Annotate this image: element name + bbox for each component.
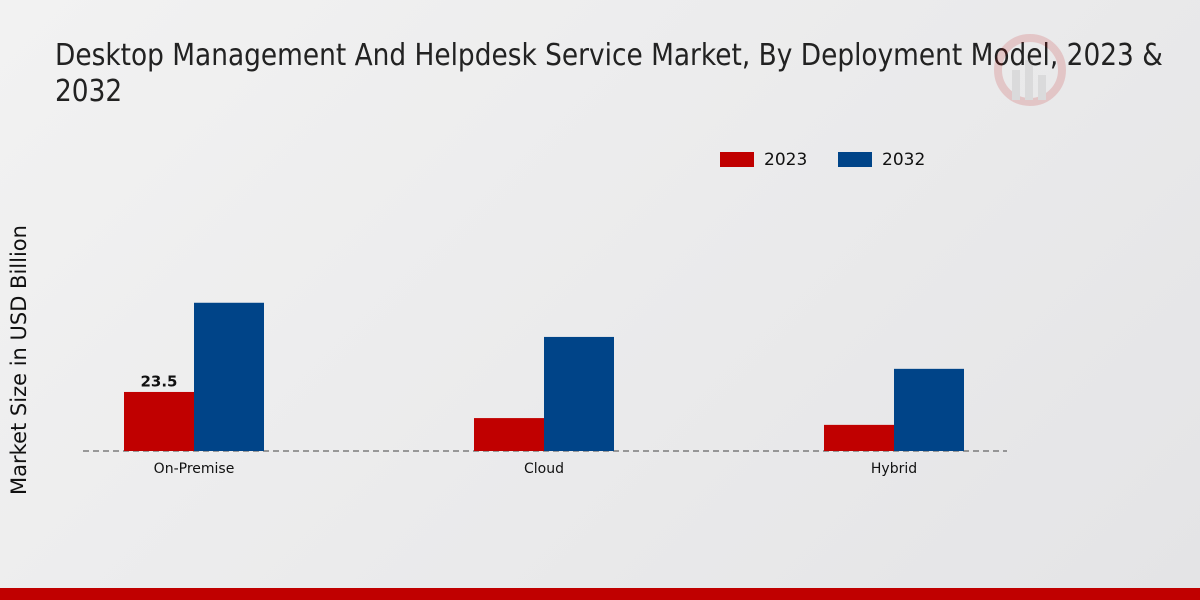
bar bbox=[124, 391, 194, 451]
data-label: 23.5 bbox=[140, 372, 177, 390]
bar bbox=[194, 302, 264, 451]
x-tick-label: Hybrid bbox=[871, 461, 917, 477]
logo bbox=[994, 34, 1066, 106]
bar bbox=[474, 418, 544, 451]
chart-title: Desktop Management And Helpdesk Service … bbox=[55, 38, 1163, 109]
y-axis-label: Market Size in USD Billion bbox=[7, 225, 31, 495]
x-tick-label: On-Premise bbox=[154, 461, 235, 477]
legend-swatch bbox=[838, 152, 872, 167]
bar bbox=[544, 336, 614, 451]
footer-bar bbox=[0, 588, 1200, 600]
x-tick-label: Cloud bbox=[524, 461, 564, 477]
legend-label: 2032 bbox=[882, 150, 925, 170]
bar bbox=[824, 424, 894, 451]
legend-swatch bbox=[720, 152, 754, 167]
bar bbox=[894, 368, 964, 451]
legend-label: 2023 bbox=[764, 150, 807, 170]
